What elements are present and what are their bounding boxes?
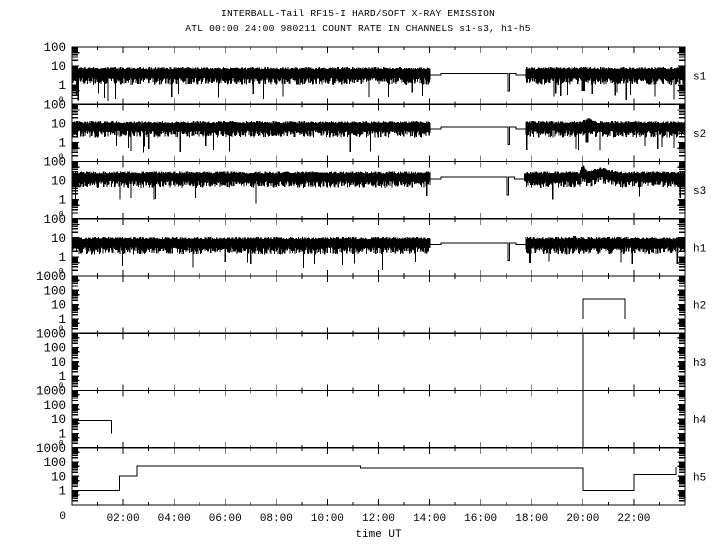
svg-text:10: 10 — [51, 232, 66, 246]
svg-text:10: 10 — [51, 60, 66, 74]
svg-text:04:00: 04:00 — [158, 513, 191, 525]
svg-text:h4: h4 — [693, 415, 707, 427]
svg-text:1: 1 — [58, 194, 66, 208]
svg-text:10:00: 10:00 — [311, 513, 344, 525]
svg-text:0: 0 — [59, 268, 64, 277]
svg-text:10: 10 — [51, 175, 66, 189]
svg-text:s1: s1 — [693, 72, 707, 84]
svg-text:h1: h1 — [693, 243, 707, 255]
svg-text:10: 10 — [51, 299, 66, 313]
svg-text:10: 10 — [51, 413, 66, 427]
svg-text:02:00: 02:00 — [107, 513, 140, 525]
svg-text:0: 0 — [59, 210, 64, 219]
svg-text:10: 10 — [51, 470, 66, 484]
svg-text:18:00: 18:00 — [515, 513, 548, 525]
svg-text:ATL 00:00 24:00 980211 COUNT: ATL 00:00 24:00 980211 COUNT RATE IN CHA… — [185, 23, 531, 34]
svg-text:h2: h2 — [693, 301, 706, 313]
svg-text:0: 0 — [59, 96, 64, 105]
svg-text:1: 1 — [58, 79, 66, 93]
svg-text:INTERBALL-Tail RF15-I HARD/SOF: INTERBALL-Tail RF15-I HARD/SOFT X-RAY EM… — [221, 8, 495, 19]
svg-text:time UT: time UT — [355, 529, 402, 541]
svg-text:100: 100 — [43, 456, 66, 470]
svg-text:0: 0 — [59, 511, 66, 523]
svg-text:0: 0 — [59, 382, 64, 391]
svg-text:100: 100 — [43, 284, 66, 298]
svg-text:s2: s2 — [693, 129, 706, 141]
svg-text:20:00: 20:00 — [566, 513, 599, 525]
svg-text:1: 1 — [58, 485, 66, 499]
svg-text:10: 10 — [51, 117, 66, 131]
svg-text:0: 0 — [59, 325, 64, 334]
svg-text:06:00: 06:00 — [209, 513, 242, 525]
svg-text:1: 1 — [58, 251, 66, 265]
svg-text:100: 100 — [43, 41, 66, 55]
svg-text:s3: s3 — [693, 186, 706, 198]
svg-text:1: 1 — [58, 136, 66, 150]
svg-text:0: 0 — [59, 153, 64, 162]
svg-text:100: 100 — [43, 342, 66, 356]
svg-text:12:00: 12:00 — [362, 513, 395, 525]
svg-text:h5: h5 — [693, 472, 706, 484]
svg-text:0: 0 — [59, 439, 64, 448]
svg-text:14:00: 14:00 — [413, 513, 446, 525]
svg-text:h3: h3 — [693, 358, 706, 370]
svg-text:10: 10 — [51, 356, 66, 370]
svg-text:100: 100 — [43, 399, 66, 413]
svg-text:22:00: 22:00 — [617, 513, 650, 525]
svg-text:16:00: 16:00 — [464, 513, 497, 525]
svg-text:08:00: 08:00 — [260, 513, 293, 525]
